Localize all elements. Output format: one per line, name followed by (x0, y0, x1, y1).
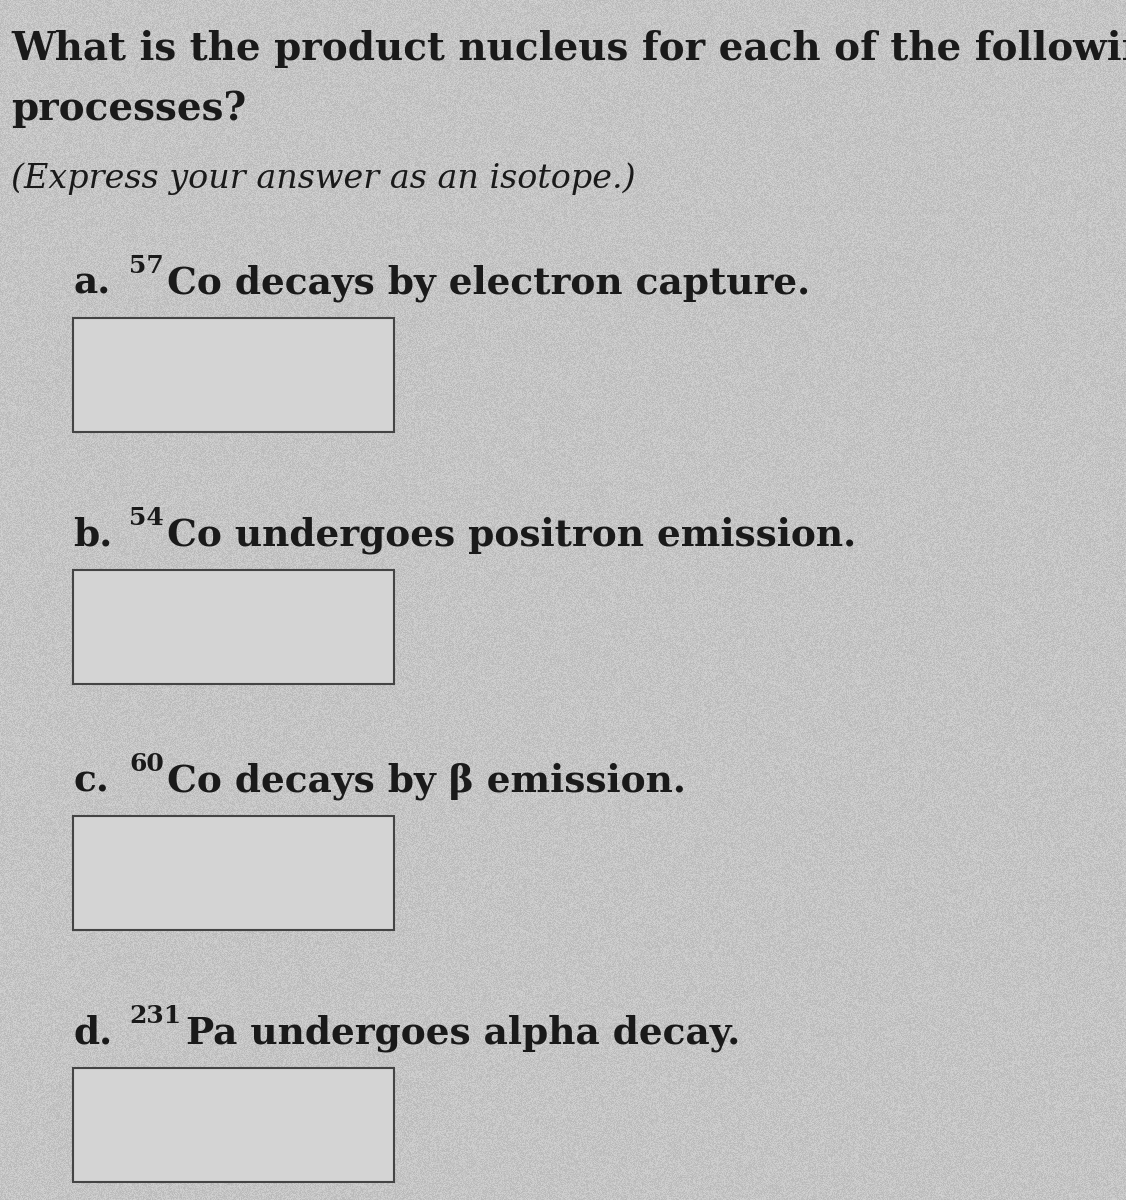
Text: processes?: processes? (11, 90, 247, 128)
Text: 54: 54 (129, 506, 164, 530)
Text: Pa undergoes alpha decay.: Pa undergoes alpha decay. (186, 1014, 740, 1051)
Text: Co decays by β emission.: Co decays by β emission. (167, 762, 686, 799)
Text: Co decays by electron capture.: Co decays by electron capture. (167, 264, 810, 301)
Text: a.: a. (73, 264, 110, 301)
Text: b.: b. (73, 516, 113, 553)
Text: c.: c. (73, 762, 109, 799)
Text: What is the product nucleus for each of the following decay: What is the product nucleus for each of … (11, 30, 1126, 68)
Bar (73, 1068, 394, 1182)
Text: Co undergoes positron emission.: Co undergoes positron emission. (167, 516, 856, 553)
Bar (73, 816, 394, 930)
Text: 57: 57 (129, 254, 164, 278)
Text: d.: d. (73, 1014, 113, 1051)
Bar (73, 318, 394, 432)
Text: 60: 60 (129, 752, 164, 776)
Text: (Express your answer as an isotope.): (Express your answer as an isotope.) (11, 162, 636, 194)
Text: 231: 231 (129, 1004, 181, 1028)
Bar (73, 570, 394, 684)
